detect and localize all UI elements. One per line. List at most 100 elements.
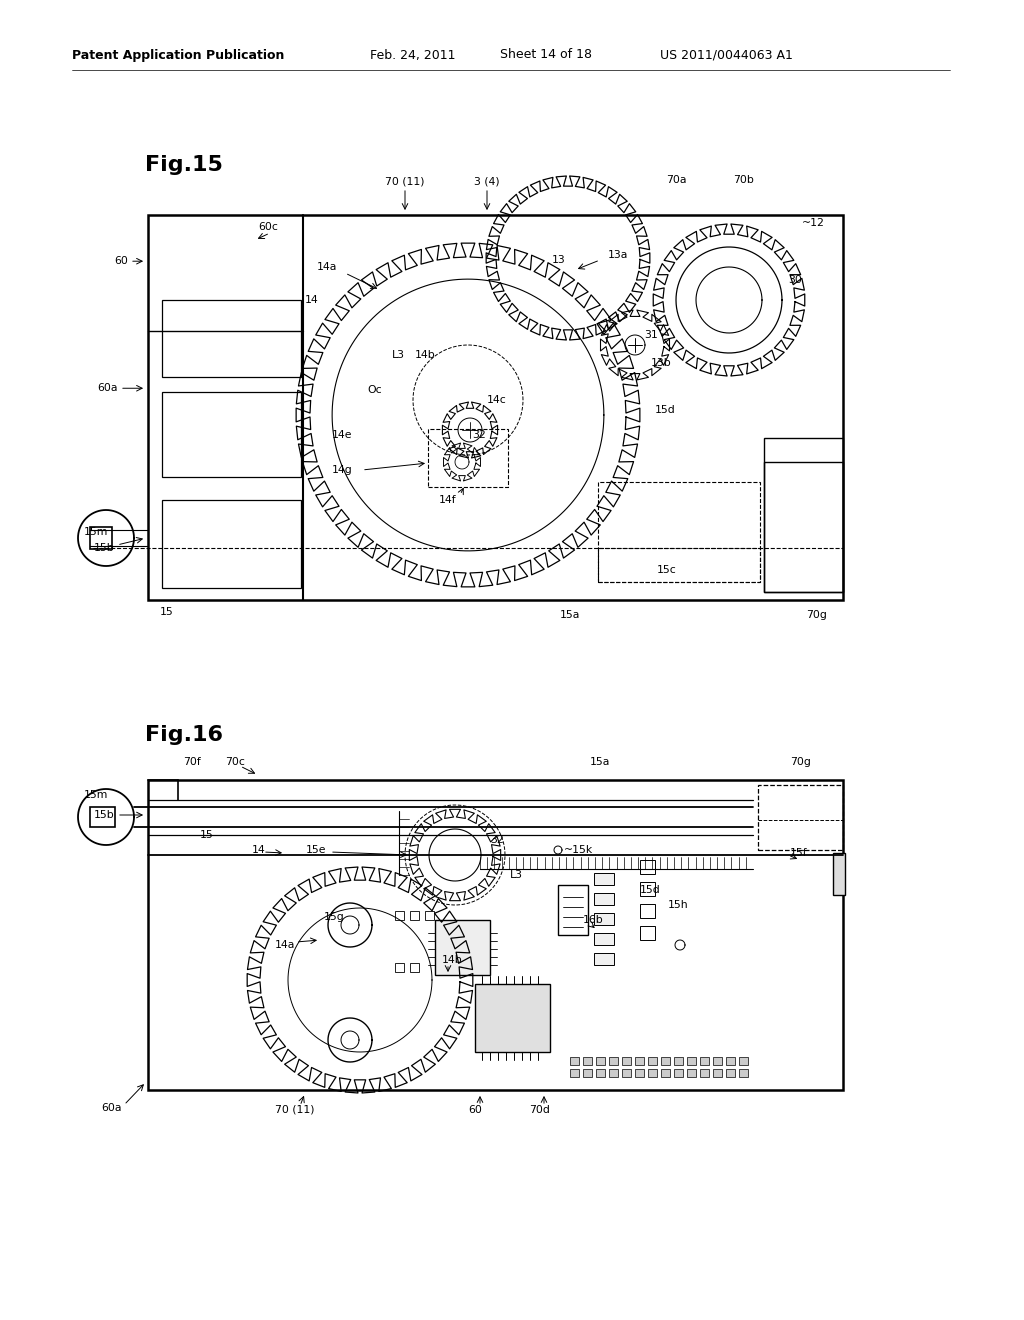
Bar <box>583 1069 592 1077</box>
Bar <box>598 548 760 582</box>
Bar <box>583 1057 592 1065</box>
Text: 70g: 70g <box>806 610 826 620</box>
Text: 14: 14 <box>305 294 318 305</box>
Text: 14e: 14e <box>332 430 352 440</box>
Text: Fig.16: Fig.16 <box>145 725 223 744</box>
Text: 70b: 70b <box>733 176 755 185</box>
Bar <box>713 1069 722 1077</box>
Text: ~12: ~12 <box>802 218 825 228</box>
Text: 70a: 70a <box>666 176 686 185</box>
Bar <box>148 780 843 1090</box>
Bar <box>425 911 434 920</box>
Bar <box>640 927 655 940</box>
Text: 13b: 13b <box>651 358 672 368</box>
Bar <box>640 882 655 896</box>
Bar <box>687 1057 696 1065</box>
Text: L3: L3 <box>510 870 523 880</box>
Text: 15f: 15f <box>790 847 808 858</box>
Text: 15m: 15m <box>84 527 108 537</box>
Text: 13a: 13a <box>608 249 629 260</box>
Text: 70d: 70d <box>529 1105 551 1115</box>
Bar <box>764 438 843 591</box>
Bar <box>700 1057 709 1065</box>
Bar <box>609 1057 618 1065</box>
Bar <box>162 392 301 477</box>
Text: 60a: 60a <box>101 1104 122 1113</box>
Text: 14c: 14c <box>487 395 507 405</box>
Text: Sheet 14 of 18: Sheet 14 of 18 <box>500 49 592 62</box>
Text: 14b: 14b <box>442 954 463 965</box>
Bar <box>594 894 614 906</box>
Bar <box>833 853 845 895</box>
Text: 14a: 14a <box>275 940 295 950</box>
Bar <box>739 1057 748 1065</box>
Bar <box>640 904 655 917</box>
Text: 70g: 70g <box>790 756 811 767</box>
Text: 15a: 15a <box>560 610 581 620</box>
Text: 14b: 14b <box>415 350 436 360</box>
Text: Fig.15: Fig.15 <box>145 154 223 176</box>
Bar <box>162 500 301 589</box>
Bar <box>648 1057 657 1065</box>
Text: 15: 15 <box>160 607 174 616</box>
Text: Feb. 24, 2011: Feb. 24, 2011 <box>370 49 456 62</box>
Bar <box>90 527 112 549</box>
Bar <box>162 300 301 376</box>
Bar <box>148 215 843 601</box>
Bar <box>609 1069 618 1077</box>
Text: 70 (11): 70 (11) <box>275 1105 314 1115</box>
Bar <box>726 1057 735 1065</box>
Text: 14: 14 <box>252 845 266 855</box>
Bar <box>435 920 490 975</box>
Text: 60: 60 <box>468 1105 482 1115</box>
Text: 30: 30 <box>788 275 802 285</box>
Text: 15m: 15m <box>84 789 108 800</box>
Text: 70f: 70f <box>183 756 201 767</box>
Bar <box>596 1057 605 1065</box>
Bar <box>635 1069 644 1077</box>
Text: 32: 32 <box>472 430 485 440</box>
Text: 15: 15 <box>200 830 214 840</box>
Bar <box>758 785 843 850</box>
Bar <box>594 933 614 945</box>
Bar <box>410 911 419 920</box>
Text: 3 (4): 3 (4) <box>474 177 500 187</box>
Bar <box>594 913 614 925</box>
Text: 15g: 15g <box>324 912 345 921</box>
Text: 60a: 60a <box>97 383 118 393</box>
Text: 70 (11): 70 (11) <box>385 177 425 187</box>
Text: 60c: 60c <box>258 222 278 232</box>
Text: 31: 31 <box>644 330 657 341</box>
Text: 14a: 14a <box>317 261 337 272</box>
Text: Oc: Oc <box>367 385 382 395</box>
Bar <box>635 1057 644 1065</box>
Text: 15a: 15a <box>590 756 610 767</box>
Text: 32: 32 <box>490 836 504 845</box>
Text: 15c: 15c <box>657 565 677 576</box>
Bar <box>648 1069 657 1077</box>
Bar <box>598 482 760 582</box>
Bar <box>395 964 404 972</box>
Bar <box>713 1057 722 1065</box>
Bar <box>726 1069 735 1077</box>
Bar <box>662 1069 670 1077</box>
Text: US 2011/0044063 A1: US 2011/0044063 A1 <box>660 49 793 62</box>
Bar <box>640 861 655 874</box>
Bar <box>570 1069 579 1077</box>
Bar <box>558 884 588 935</box>
Bar <box>410 964 419 972</box>
Text: 15h: 15h <box>668 900 688 909</box>
Bar <box>739 1069 748 1077</box>
Text: 14f: 14f <box>439 495 457 506</box>
Text: ~15k: ~15k <box>564 845 593 855</box>
Bar <box>674 1057 683 1065</box>
Text: L3: L3 <box>392 350 406 360</box>
Text: 14g: 14g <box>332 465 352 475</box>
Bar <box>594 873 614 884</box>
Bar <box>428 429 508 487</box>
Bar <box>395 911 404 920</box>
Bar <box>622 1069 631 1077</box>
Bar <box>662 1057 670 1065</box>
Bar <box>594 953 614 965</box>
Bar <box>596 1069 605 1077</box>
